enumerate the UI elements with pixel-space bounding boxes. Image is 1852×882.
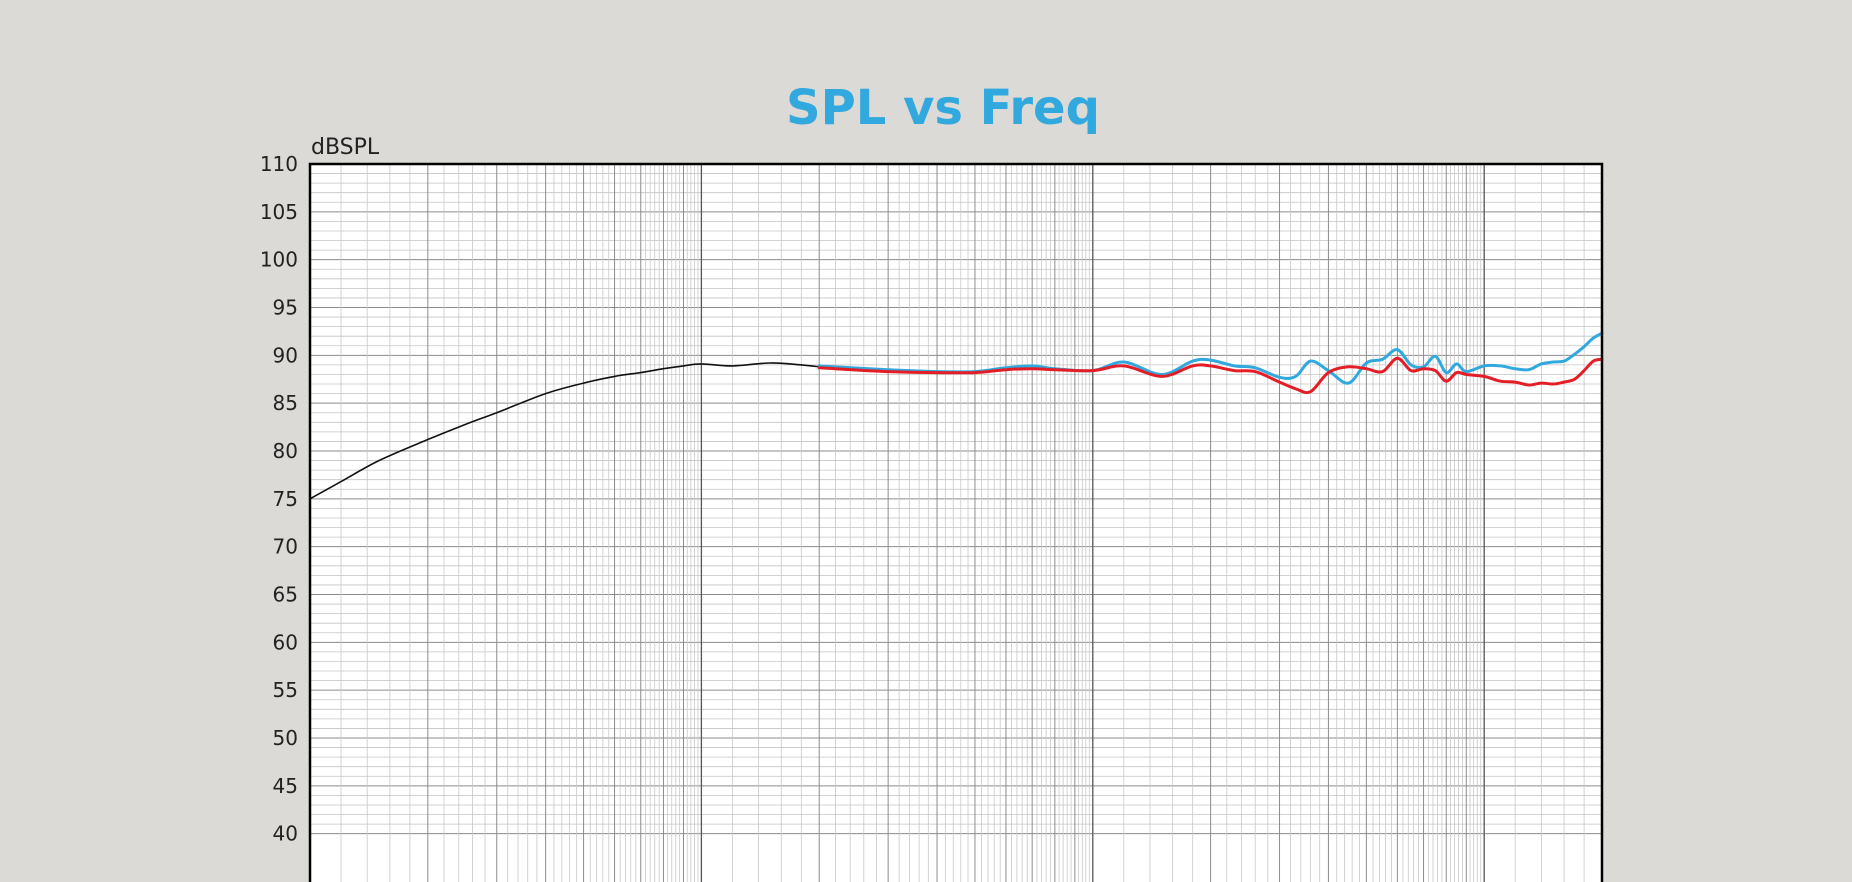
y-axis-label: dBSPL: [311, 135, 380, 160]
chart-title: SPL vs Freq: [786, 80, 1100, 136]
series-layer: [309, 331, 1604, 500]
series-line-red: [817, 356, 1604, 395]
y-tick-label: 55: [273, 678, 298, 702]
y-tick-label: 70: [273, 535, 298, 559]
y-tick-label: 85: [273, 391, 298, 415]
y-tick-label: 45: [273, 774, 298, 798]
y-tick-label: 100: [260, 248, 298, 272]
y-tick-label: 105: [260, 200, 298, 224]
y-tick-label: 40: [273, 822, 298, 846]
y-tick-label: 95: [273, 296, 298, 320]
y-tick-label: 90: [273, 343, 298, 367]
y-tick-label: 80: [273, 439, 298, 463]
y-tick-label: 75: [273, 487, 298, 511]
series-line-black: [309, 362, 820, 500]
y-tick-label: 65: [273, 583, 298, 607]
y-tick-label: 60: [273, 630, 298, 654]
y-tick-label: 50: [273, 726, 298, 750]
y-tick-label: 110: [260, 152, 298, 176]
plot-border: [308, 162, 1604, 882]
plot-area: [310, 164, 1602, 882]
y-tick-labels: 110 105 100 95 90 85 80 75 70 65 60 55 50 45 40: [260, 152, 298, 846]
